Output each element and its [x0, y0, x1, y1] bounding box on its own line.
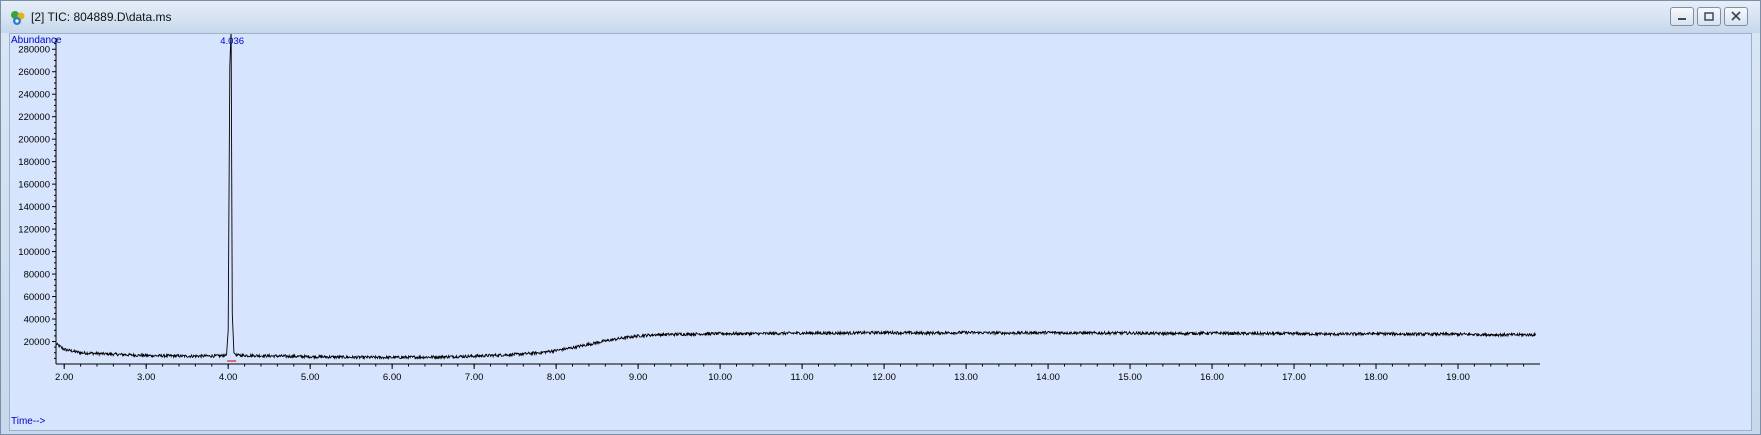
- y-tick-label: 220000: [18, 112, 50, 123]
- x-tick-label: 5.00: [301, 372, 320, 383]
- x-axis-label: Time-->: [11, 416, 46, 427]
- x-tick-label: 12.00: [872, 372, 896, 383]
- axes: [55, 38, 1540, 365]
- x-tick-label: 13.00: [954, 372, 978, 383]
- y-tick-label: 160000: [18, 180, 50, 191]
- y-tick-label: 140000: [18, 202, 50, 213]
- y-tick-label: 120000: [18, 225, 50, 236]
- y-tick-label: 260000: [18, 67, 50, 78]
- y-tick-label: 20000: [24, 337, 50, 348]
- tic-trace-line: [55, 28, 1536, 361]
- restore-icon: [1704, 12, 1714, 21]
- window-controls: [1670, 7, 1750, 27]
- y-tick-label: 180000: [18, 157, 50, 168]
- x-tick-label: 15.00: [1118, 372, 1142, 383]
- series-trace: [55, 28, 1536, 361]
- restore-button[interactable]: [1697, 7, 1721, 26]
- y-tick-label: 240000: [18, 90, 50, 101]
- x-axis-ticks: 2.00 3.00 4.00 5.00 6.00 7.00 8.00 9.00 10.00 11.…: [55, 364, 1525, 383]
- peak-annotations: 4.036: [220, 36, 244, 362]
- x-tick-label: 16.00: [1200, 372, 1224, 383]
- x-tick-label: 6.00: [383, 372, 402, 383]
- close-button[interactable]: [1724, 7, 1748, 26]
- y-axis-ticks: 20000 40000 60000 80000 100000 120000 140000 16…: [18, 43, 56, 359]
- x-tick-label: 4.00: [219, 372, 238, 383]
- window-title: [2] TIC: 804889.D\data.ms: [31, 10, 172, 24]
- y-tick-label: 40000: [24, 315, 50, 326]
- chromatogram-app-icon: [11, 11, 25, 25]
- peak-label: 4.036: [220, 36, 244, 47]
- y-axis-label: Abundance: [11, 35, 62, 46]
- chart-area[interactable]: Abundance Time--> 20000 40000 60000 80000 10…: [9, 28, 1752, 431]
- x-tick-label: 14.00: [1036, 372, 1060, 383]
- x-tick-label: 3.00: [137, 372, 156, 383]
- x-tick-label: 17.00: [1282, 372, 1306, 383]
- minimize-icon: [1678, 18, 1686, 20]
- title-bar[interactable]: [2] TIC: 804889.D\data.ms: [1, 1, 1760, 33]
- x-tick-label: 2.00: [55, 372, 74, 383]
- y-tick-label: 60000: [24, 292, 50, 303]
- x-tick-label: 10.00: [708, 372, 732, 383]
- x-tick-label: 9.00: [629, 372, 648, 383]
- close-icon: [1731, 11, 1741, 21]
- x-tick-label: 18.00: [1364, 372, 1388, 383]
- minimize-button[interactable]: [1670, 7, 1694, 26]
- y-tick-label: 100000: [18, 247, 50, 258]
- x-tick-label: 8.00: [547, 372, 566, 383]
- x-tick-label: 7.00: [465, 372, 484, 383]
- tic-chromatogram-chart[interactable]: Abundance Time--> 20000 40000 60000 80000 10…: [10, 28, 1751, 430]
- y-tick-label: 80000: [24, 270, 50, 281]
- x-tick-label: 11.00: [791, 372, 814, 383]
- y-tick-label: 200000: [18, 135, 50, 146]
- x-tick-label: 19.00: [1446, 372, 1470, 383]
- y-tick-label: 280000: [18, 45, 50, 56]
